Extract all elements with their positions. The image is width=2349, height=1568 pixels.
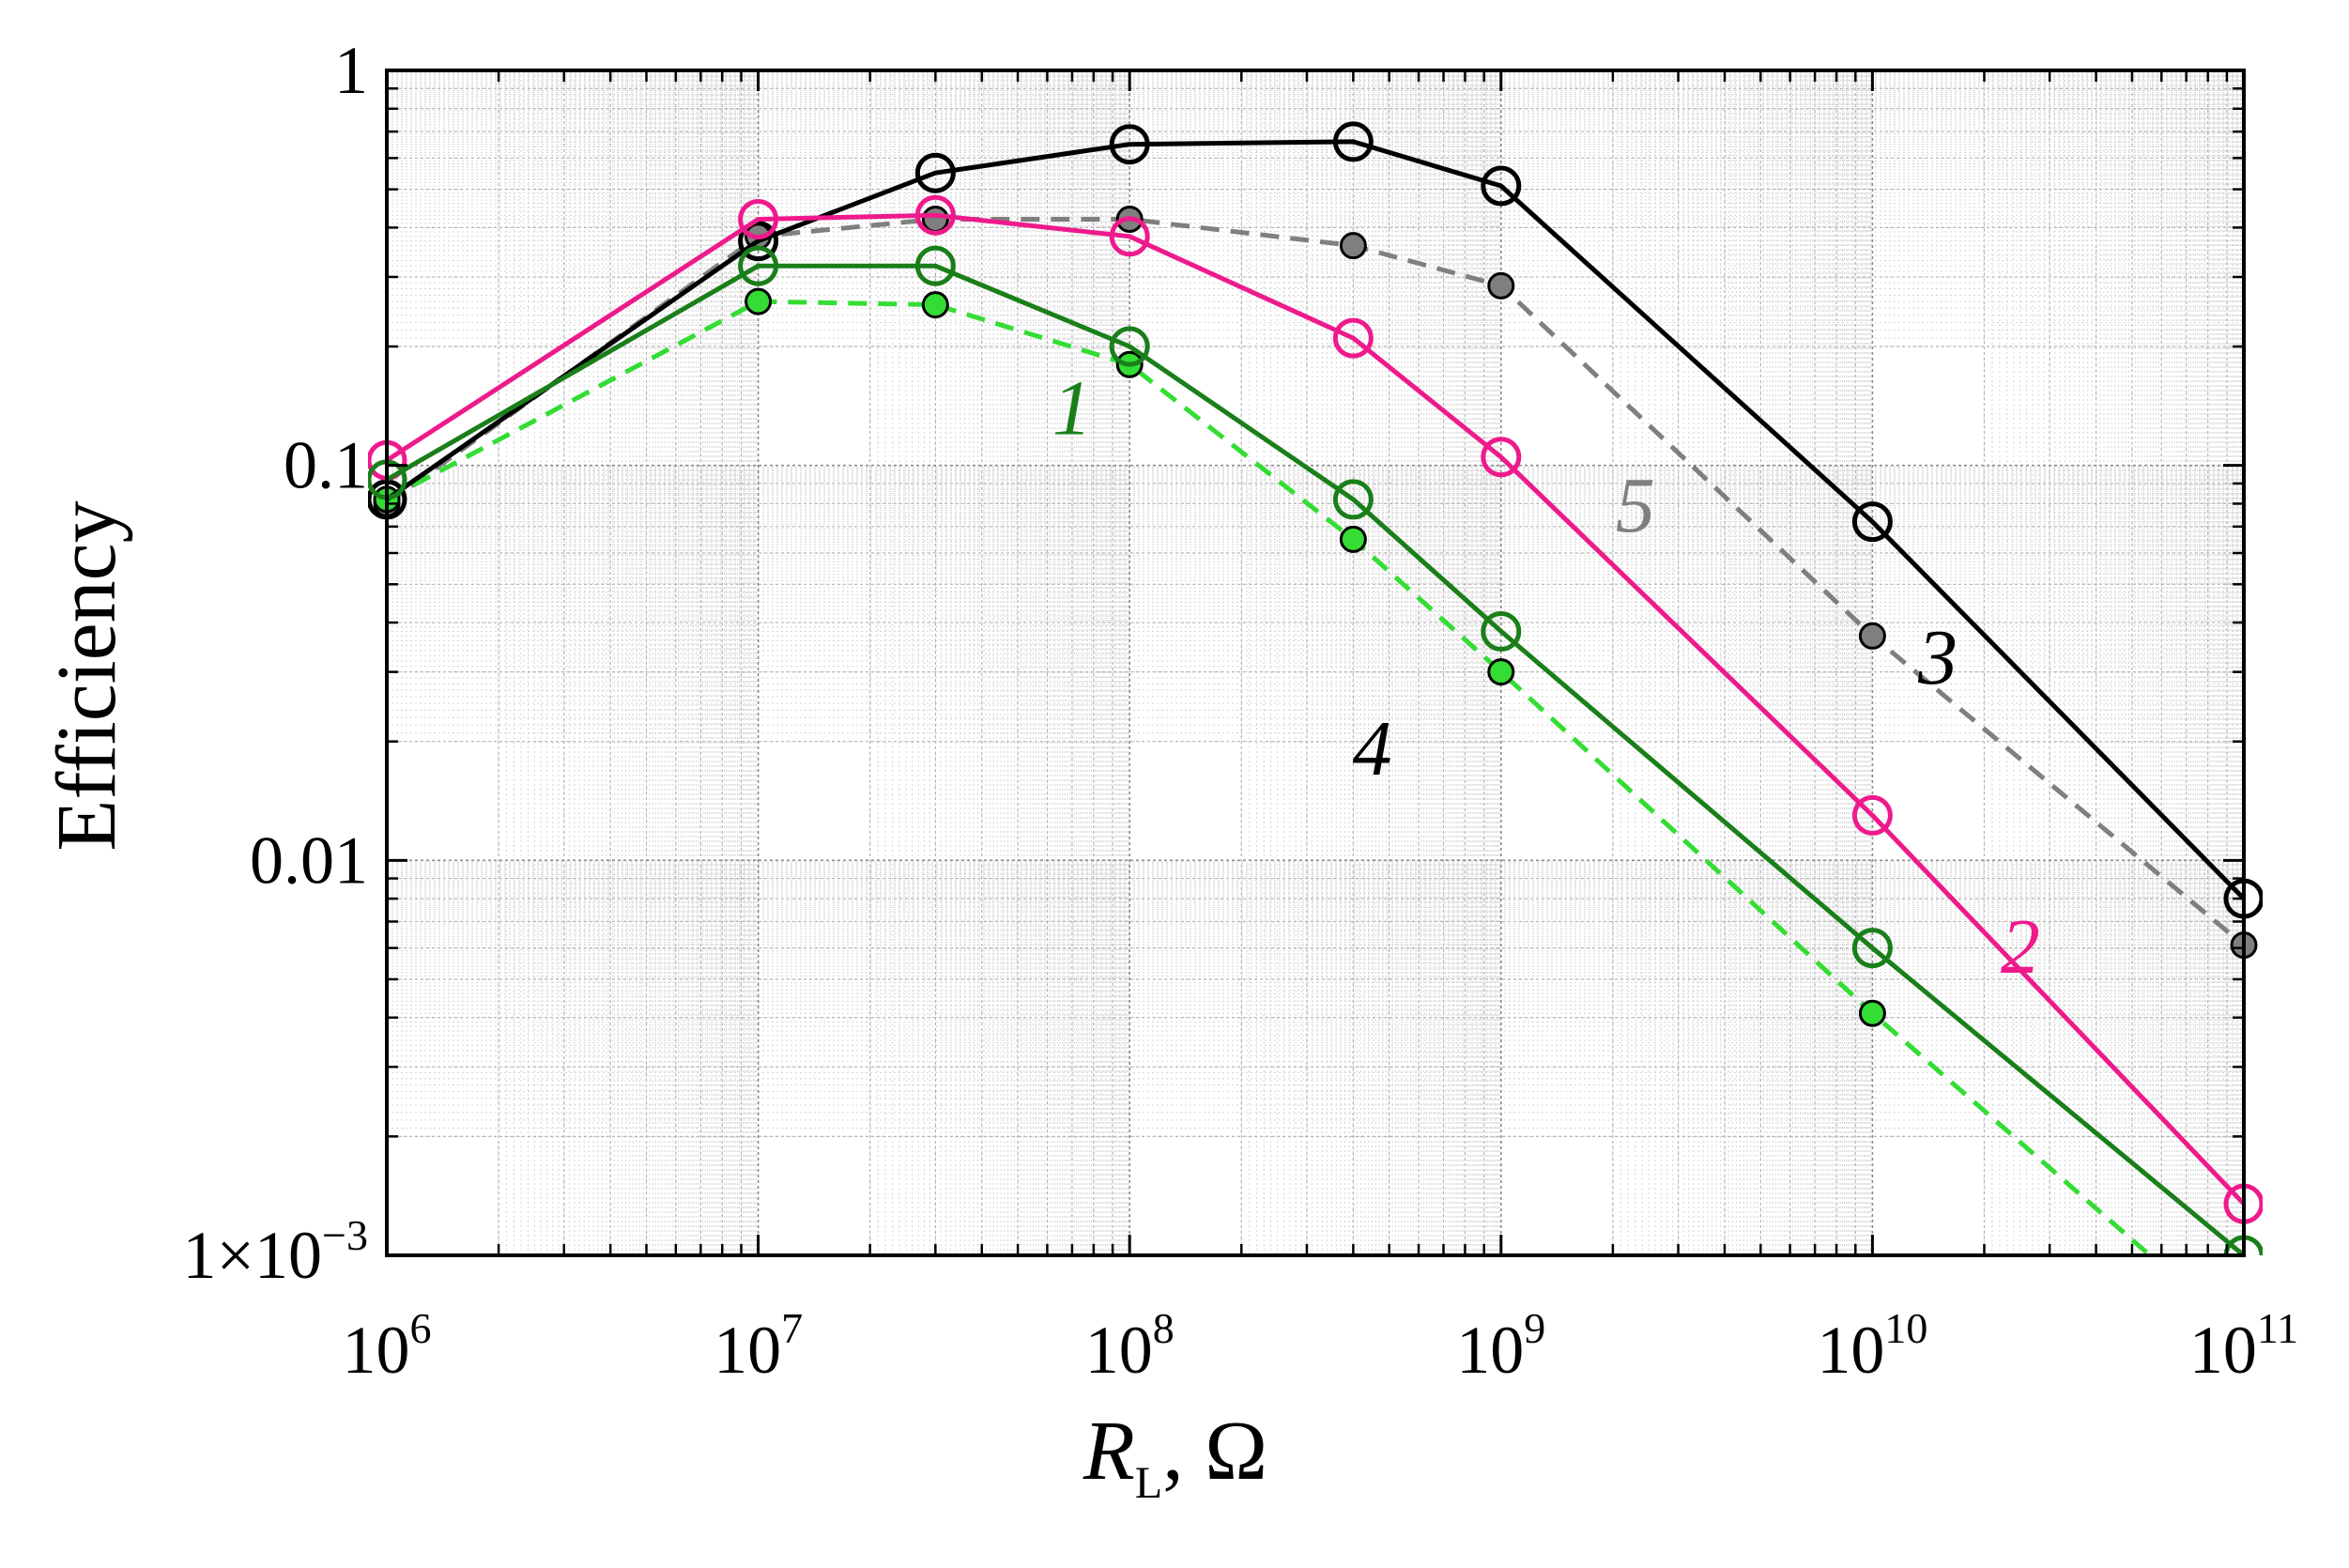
curve-label-1: 1 — [1052, 364, 1092, 452]
series-2-point — [1332, 317, 1374, 359]
series-1-point — [738, 245, 779, 286]
y-tick-label: 0.01 — [250, 822, 368, 898]
x-axis-label: RL, Ω — [1082, 1405, 1267, 1508]
series-5-point — [921, 205, 949, 233]
curve-label-2: 2 — [2001, 903, 2040, 991]
series-layer — [368, 121, 2263, 1255]
curve-label-5: 5 — [1616, 462, 1655, 549]
y-tick-labels: 1 0.1 0.01 1×10−3 — [182, 33, 368, 1293]
x-axis-label-unit: , Ω — [1162, 1405, 1267, 1498]
series-5-point — [1339, 232, 1367, 260]
series-2-point — [914, 194, 956, 236]
y-axis-label: Efficiency — [40, 500, 133, 851]
series-3-point — [738, 221, 779, 262]
series-4 — [373, 287, 2154, 1255]
series-3-point — [1109, 124, 1150, 165]
series-3-line — [385, 139, 2246, 900]
y-tick-label: 1×10−3 — [182, 1211, 368, 1293]
series-4-point — [921, 291, 949, 319]
x-tick-label-base: 10 — [2189, 1313, 2257, 1388]
curve-labels: 1 2 3 4 5 — [1052, 364, 2040, 990]
y-tick-label-exponent: −3 — [322, 1211, 368, 1259]
series-5 — [373, 205, 2258, 960]
y-tick-label-base: 0.1 — [284, 428, 368, 503]
x-tick-label-base: 10 — [1456, 1313, 1524, 1388]
series-5-line — [385, 217, 2246, 947]
series-5-point — [1858, 622, 1886, 650]
x-tick-label: 107 — [714, 1304, 803, 1388]
series-4-point — [745, 287, 773, 315]
series-1-point — [1109, 326, 1150, 367]
series-3-point — [1851, 501, 1893, 543]
series-3 — [368, 121, 2263, 919]
x-tick-labels: 106 107 108 109 1010 1011 — [343, 1304, 2299, 1388]
series-1 — [368, 245, 2263, 1255]
series-2-point — [1481, 437, 1522, 478]
x-tick-label: 106 — [343, 1304, 432, 1388]
series-4-point — [1339, 525, 1367, 553]
series-1-point — [914, 245, 956, 286]
x-tick-label: 109 — [1456, 1304, 1545, 1388]
axis-ticks — [385, 69, 2246, 1257]
x-tick-label-base: 10 — [1085, 1313, 1153, 1388]
x-tick-label: 108 — [1085, 1304, 1174, 1388]
y-tick-label-base: 1×10 — [182, 1218, 322, 1293]
series-1-line — [385, 263, 2246, 1255]
plot-frame — [385, 69, 2246, 1257]
grid-minor — [387, 70, 2244, 1255]
series-4-point — [1487, 658, 1515, 686]
series-1-point — [1851, 928, 1893, 969]
x-tick-label: 1011 — [2189, 1304, 2298, 1388]
x-tick-label-base: 10 — [714, 1313, 781, 1388]
x-tick-label-exponent: 11 — [2257, 1304, 2298, 1352]
series-2-point — [738, 198, 779, 239]
grid-major — [386, 69, 2245, 1256]
x-axis-label-main: R — [1082, 1405, 1135, 1498]
x-tick-label-base: 10 — [343, 1313, 410, 1388]
x-axis-label-subscript: L — [1135, 1458, 1162, 1508]
series-1-point — [1481, 610, 1522, 652]
series-3-point — [914, 152, 956, 193]
series-3-point — [1332, 121, 1374, 162]
y-tick-label-base: 0.01 — [250, 822, 368, 898]
x-tick-label-exponent: 7 — [781, 1304, 803, 1352]
y-tick-label: 0.1 — [284, 428, 368, 503]
x-tick-label-exponent: 8 — [1153, 1304, 1174, 1352]
x-tick-label-exponent: 6 — [410, 1304, 432, 1352]
series-2-point — [1851, 794, 1893, 836]
series-4-point — [1858, 999, 1886, 1027]
x-tick-label: 1010 — [1817, 1304, 1927, 1388]
curve-label-4: 4 — [1353, 705, 1392, 792]
x-tick-label-exponent: 9 — [1524, 1304, 1545, 1352]
series-3-point — [1481, 165, 1522, 207]
series-5-point — [1487, 271, 1515, 300]
x-tick-label-exponent: 10 — [1884, 1304, 1927, 1352]
series-2-point — [1109, 216, 1150, 257]
curve-label-3: 3 — [1917, 614, 1958, 701]
y-tick-label: 1 — [334, 33, 368, 108]
series-2-line — [385, 212, 2246, 1206]
series-4-line — [385, 299, 2154, 1255]
series-1-point — [1332, 479, 1374, 520]
x-tick-label-base: 10 — [1817, 1313, 1884, 1388]
y-tick-label-base: 1 — [334, 33, 368, 108]
